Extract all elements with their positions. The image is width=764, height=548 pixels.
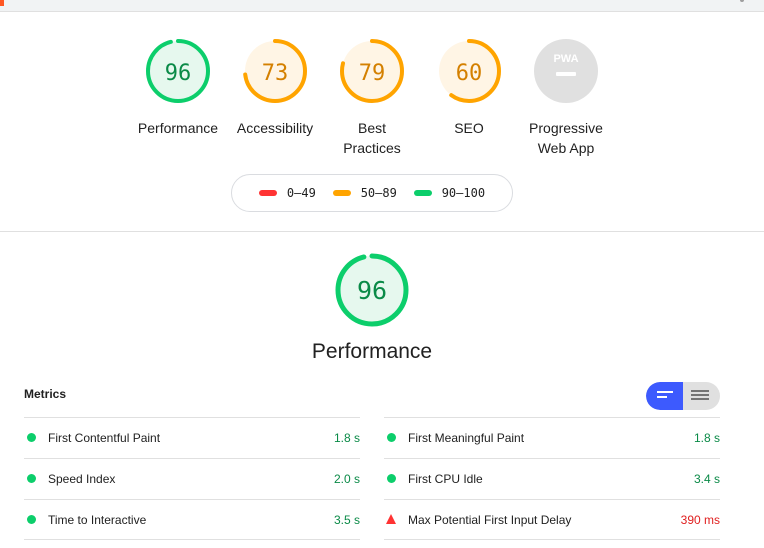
metric-value: 3.5 s — [333, 513, 360, 527]
gauge-arc — [437, 39, 501, 103]
metric-label: First CPU Idle — [408, 472, 483, 486]
gauge-score: 73 — [262, 61, 289, 86]
metric-label: First Contentful Paint — [48, 431, 161, 445]
gauge-label: Progressive Web App — [529, 120, 603, 156]
metrics-heading: Metrics — [24, 387, 67, 401]
metrics-view-toggle[interactable] — [646, 382, 720, 410]
performance-gauge-ring: 96 — [335, 253, 409, 327]
section-divider — [0, 231, 764, 232]
metric-label: Speed Index — [48, 472, 116, 486]
gauge-best-practices[interactable]: 79 Best Practices — [324, 38, 420, 158]
top-bar — [0, 0, 764, 12]
metric-row[interactable]: First CPU Idle 3.4 s — [384, 458, 720, 499]
gauge-performance[interactable]: 96 Performance — [130, 38, 226, 138]
gauge-arc — [340, 39, 404, 103]
gauge-best-practices-ring: 79 — [340, 39, 404, 103]
legend-range: 0–49 — [286, 186, 316, 200]
pass-icon — [27, 433, 36, 442]
gauge-score: 60 — [456, 61, 483, 86]
gauge-label: Accessibility — [236, 120, 314, 136]
gauge-bg — [338, 256, 406, 324]
metric-value: 1.8 s — [693, 431, 720, 445]
metric-row[interactable]: First Contentful Paint 1.8 s — [24, 417, 360, 458]
score-legend: 0–49 50–89 90–100 — [231, 174, 513, 212]
metrics-left-column: First Contentful Paint 1.8 s Speed Index… — [24, 417, 360, 540]
gauge-seo[interactable]: 60 SEO — [421, 38, 517, 138]
legend-item-average: 50–89 — [332, 186, 397, 200]
legend-range: 50–89 — [360, 186, 397, 200]
metric-value: 1.8 s — [333, 431, 360, 445]
gauge-accessibility[interactable]: 73 Accessibility — [227, 38, 323, 138]
gauge-score: 79 — [359, 61, 386, 86]
metric-label: First Meaningful Paint — [408, 431, 525, 445]
metrics-right-column: First Meaningful Paint 1.8 s First CPU I… — [384, 417, 720, 540]
toggle-detail-view[interactable] — [683, 382, 720, 410]
more-options-icon[interactable] — [740, 0, 744, 2]
pwa-badge-bg — [534, 39, 598, 103]
gauge-performance-ring: 96 — [146, 39, 210, 103]
gauge-bg — [439, 41, 499, 101]
pwa-badge-text: PWA — [553, 53, 578, 65]
metric-row[interactable]: Speed Index 2.0 s — [24, 458, 360, 499]
legend-item-pass: 90–100 — [413, 186, 486, 200]
fail-triangle-icon — [386, 514, 396, 524]
legend-swatch — [258, 190, 277, 196]
gauge-arc — [146, 39, 210, 103]
gauge-bg — [342, 41, 402, 101]
accent-mark — [0, 0, 4, 6]
gauge-label: Best Practices — [343, 120, 401, 156]
metric-value: 3.4 s — [693, 472, 720, 486]
legend-swatch — [413, 190, 432, 196]
pass-icon — [387, 474, 396, 483]
gauge-bg — [245, 41, 305, 101]
pass-icon — [27, 474, 36, 483]
detail-view-icon — [691, 390, 709, 402]
legend-swatch — [332, 190, 351, 196]
pass-icon — [27, 515, 36, 524]
gauge-accessibility-ring: 73 — [243, 39, 307, 103]
metric-label: Max Potential First Input Delay — [408, 513, 572, 527]
metric-label: Time to Interactive — [48, 513, 147, 527]
gauge-pwa[interactable]: PWA Progressive Web App — [518, 38, 614, 158]
category-gauges: 96 Performance 73 Accessibility 79 Best … — [0, 38, 764, 158]
metric-row[interactable]: First Meaningful Paint 1.8 s — [384, 417, 720, 458]
metric-value: 390 ms — [680, 513, 720, 527]
summary-view-icon — [657, 390, 673, 402]
toggle-summary-view[interactable] — [646, 382, 683, 410]
metric-row[interactable]: Time to Interactive 3.5 s — [24, 499, 360, 540]
metric-row[interactable]: Max Potential First Input Delay 390 ms — [384, 499, 720, 540]
legend-item-fail: 0–49 — [258, 186, 316, 200]
gauge-score: 96 — [357, 276, 387, 305]
gauge-bg — [148, 41, 208, 101]
metric-value: 2.0 s — [333, 472, 360, 486]
gauge-arc — [335, 253, 409, 327]
pwa-badge-icon: PWA — [534, 39, 598, 103]
gauge-label: Performance — [137, 120, 219, 136]
performance-title: Performance — [311, 340, 433, 363]
pwa-dash — [556, 72, 576, 76]
legend-range: 90–100 — [441, 186, 486, 200]
gauge-label: SEO — [454, 120, 484, 136]
gauge-arc — [243, 39, 307, 103]
gauge-seo-ring: 60 — [437, 39, 501, 103]
gauge-score: 96 — [165, 61, 192, 86]
pass-icon — [387, 433, 396, 442]
performance-gauge-large: 96 — [334, 252, 410, 333]
